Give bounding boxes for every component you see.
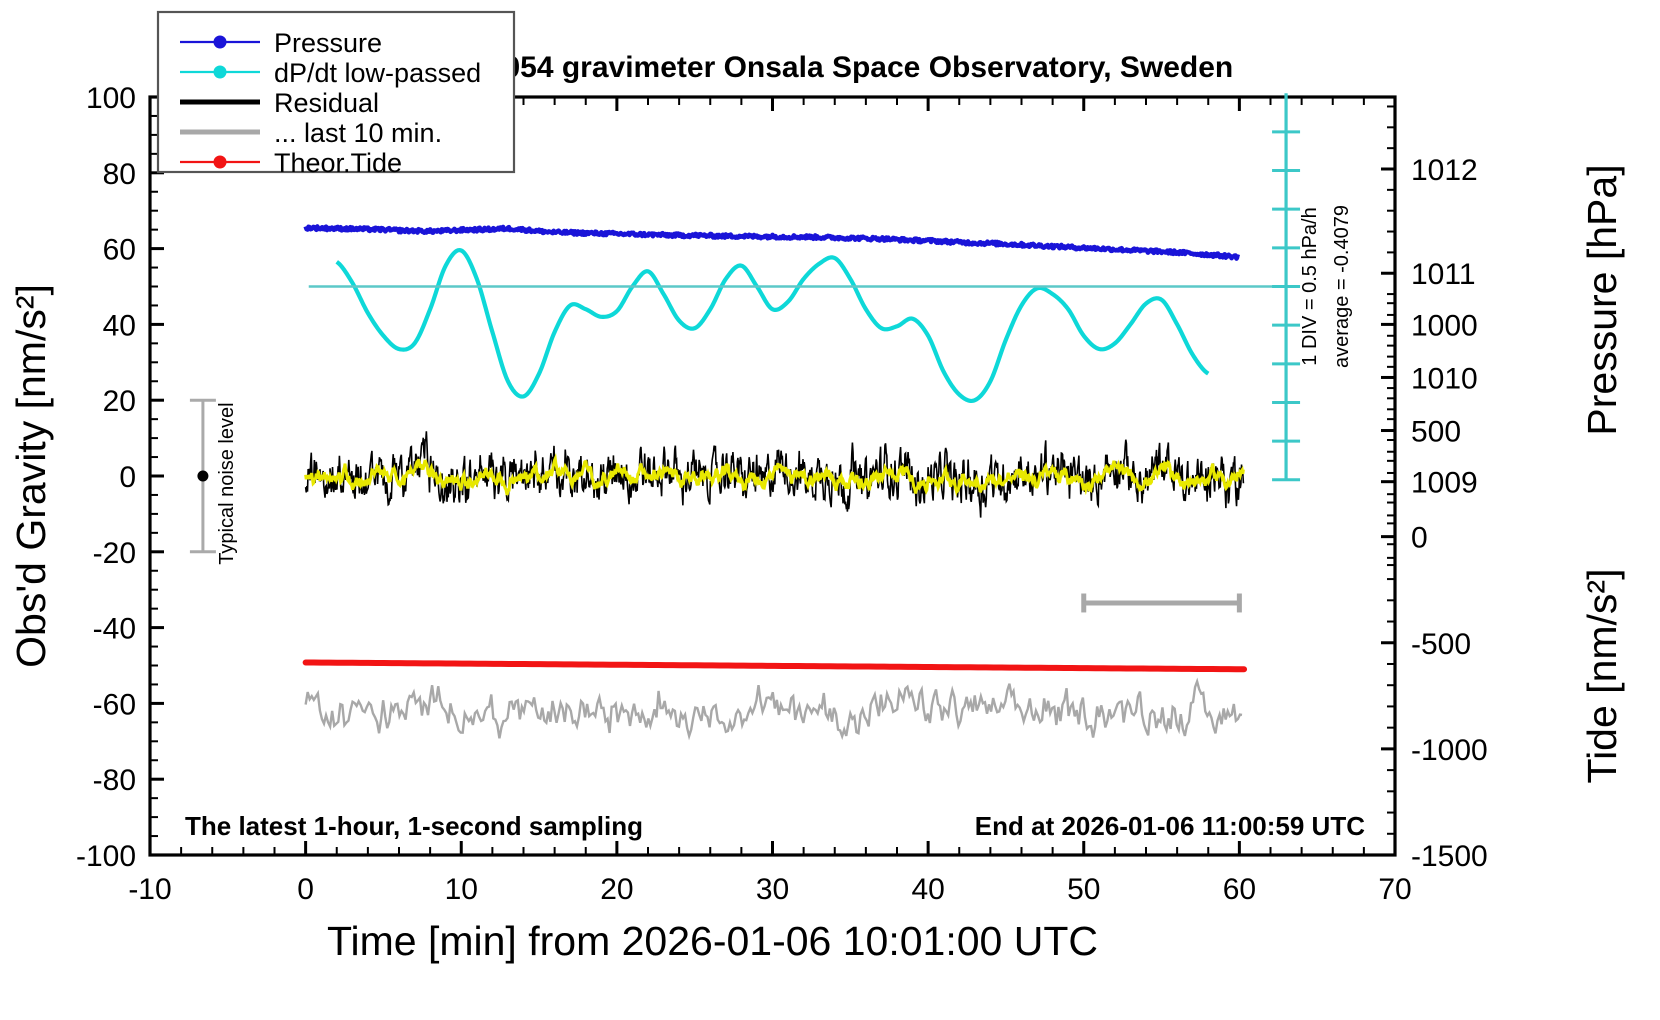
data-series-group [302, 224, 1287, 741]
pressure-axis-title: Pressure [hPa] [1579, 164, 1625, 435]
legend-item[interactable]: Theor.Tide [180, 148, 402, 178]
y-tick-label: 100 [86, 82, 136, 115]
y-tick-label: -40 [93, 613, 136, 646]
tide-tick-label: 1000 [1411, 309, 1478, 342]
tide-tick-label: -1500 [1411, 840, 1488, 873]
x-tick-label: 70 [1378, 873, 1411, 906]
series-residual-lowpass [304, 452, 1245, 497]
pressure-tick-label: 1011 [1411, 258, 1476, 291]
pressure-tick-label: 1009 [1411, 467, 1478, 500]
y-tick-label: -20 [93, 537, 136, 570]
legend-marker-dot [213, 65, 227, 79]
x-tick-label: 0 [297, 873, 314, 906]
legend-label: dP/dt low-passed [274, 58, 481, 88]
y-tick-label: 40 [103, 309, 136, 342]
tide-tick-label: -1000 [1411, 734, 1488, 767]
bottom-left-note: The latest 1-hour, 1-second sampling [185, 811, 643, 841]
scale-bar-div-label: 1 DIV = 0.5 hPa/h [1299, 207, 1321, 365]
typical-noise-level-label: Typical noise level [216, 402, 238, 564]
legend-label: Theor.Tide [274, 148, 402, 178]
typical-noise-level-bar: Typical noise level [189, 398, 238, 565]
legend-item[interactable]: Residual [180, 88, 379, 118]
x-tick-label: 20 [600, 873, 633, 906]
y-tick-label: -60 [93, 688, 136, 721]
y-tick-label: 80 [103, 158, 136, 191]
legend-marker-dot [213, 155, 227, 169]
axis-label-group: SCG_054 gravimeter Onsala Space Observat… [8, 51, 1625, 964]
tide-tick-label: 0 [1411, 522, 1428, 555]
chart-title: SCG_054 gravimeter Onsala Space Observat… [422, 51, 1234, 84]
series-last-10-min [304, 677, 1243, 741]
y-tick-label: 0 [119, 461, 136, 494]
legend-label: ... last 10 min. [274, 118, 442, 148]
legend-item[interactable]: Pressure [180, 28, 382, 58]
tide-axis-ticks: -1500 -1000 -500 0 500 1000 [1381, 302, 1488, 873]
y-axis-ticks: -100 -80 -60 -40 -20 0 20 40 60 80 100 [76, 82, 164, 873]
scale-bar-average-label: average = -0.4079 [1331, 205, 1353, 368]
series-dpdt-lowpassed [335, 248, 1210, 404]
pressure-rate-scale-bar: 1 DIV = 0.5 hPa/h average = -0.4079 [1272, 93, 1353, 482]
tide-axis-title: Tide [nm/s²] [1579, 569, 1625, 784]
pressure-axis-ticks: 1009 1010 1011 1012 [1381, 105, 1478, 567]
x-tick-label: 10 [445, 873, 478, 906]
y-axis-title: Obs'd Gravity [nm/s²] [8, 284, 54, 668]
legend-item[interactable]: dP/dt low-passed [180, 58, 481, 88]
x-axis-ticks: -10 0 10 20 30 40 50 60 70 [128, 97, 1412, 906]
legend-label: Pressure [274, 28, 382, 58]
y-tick-label: -80 [93, 764, 136, 797]
x-tick-label: -10 [128, 873, 171, 906]
tide-tick-label: -500 [1411, 628, 1471, 661]
legend-marker-dot [213, 35, 227, 49]
legend-label: Residual [274, 88, 379, 118]
y-tick-label: -100 [76, 840, 136, 873]
tide-tick-label: 500 [1411, 416, 1461, 449]
noise-center-dot [197, 470, 209, 482]
last-10-min-span-bar [1081, 593, 1242, 613]
y-tick-label: 20 [103, 385, 136, 418]
legend-item[interactable]: ... last 10 min. [180, 118, 442, 148]
series-pressure [303, 224, 1241, 261]
y-tick-label: 60 [103, 234, 136, 267]
pressure-tick-label: 1010 [1411, 362, 1478, 395]
x-tick-label: 50 [1067, 873, 1100, 906]
pressure-tick-label: 1012 [1411, 154, 1478, 187]
x-tick-label: 60 [1223, 873, 1256, 906]
series-theor-tide [302, 659, 1248, 673]
x-tick-label: 30 [756, 873, 789, 906]
x-tick-label: 40 [911, 873, 944, 906]
bottom-right-note: End at 2026-01-06 11:00:59 UTC [975, 811, 1365, 841]
x-axis-title: Time [min] from 2026-01-06 10:01:00 UTC [327, 918, 1098, 964]
